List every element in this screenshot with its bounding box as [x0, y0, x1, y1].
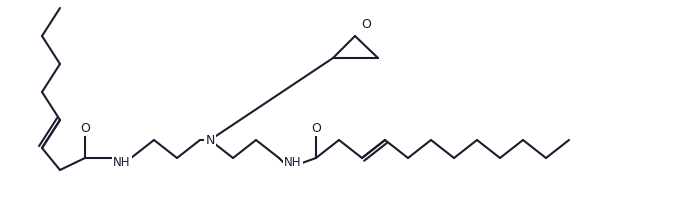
- Text: O: O: [80, 121, 90, 135]
- Text: N: N: [205, 133, 215, 147]
- Text: NH: NH: [113, 157, 131, 170]
- Text: NH: NH: [284, 157, 302, 170]
- Text: O: O: [361, 18, 371, 32]
- Text: O: O: [311, 121, 321, 135]
